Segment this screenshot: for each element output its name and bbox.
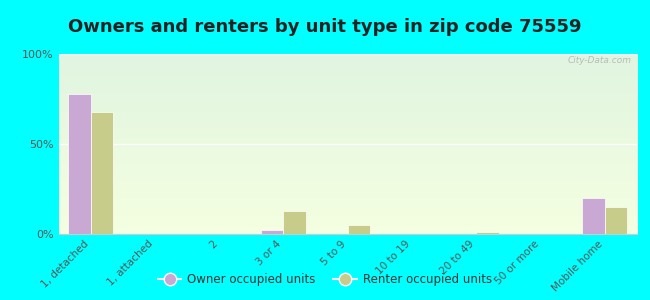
Bar bbox=[582, 198, 605, 234]
Bar bbox=[90, 112, 113, 234]
Bar bbox=[476, 232, 499, 234]
Bar bbox=[261, 230, 283, 234]
Bar bbox=[283, 211, 306, 234]
Bar bbox=[605, 207, 627, 234]
Text: City-Data.com: City-Data.com bbox=[567, 56, 631, 65]
Legend: Owner occupied units, Renter occupied units: Owner occupied units, Renter occupied un… bbox=[153, 269, 497, 291]
Bar bbox=[68, 94, 90, 234]
Text: Owners and renters by unit type in zip code 75559: Owners and renters by unit type in zip c… bbox=[68, 18, 582, 36]
Bar bbox=[348, 225, 370, 234]
